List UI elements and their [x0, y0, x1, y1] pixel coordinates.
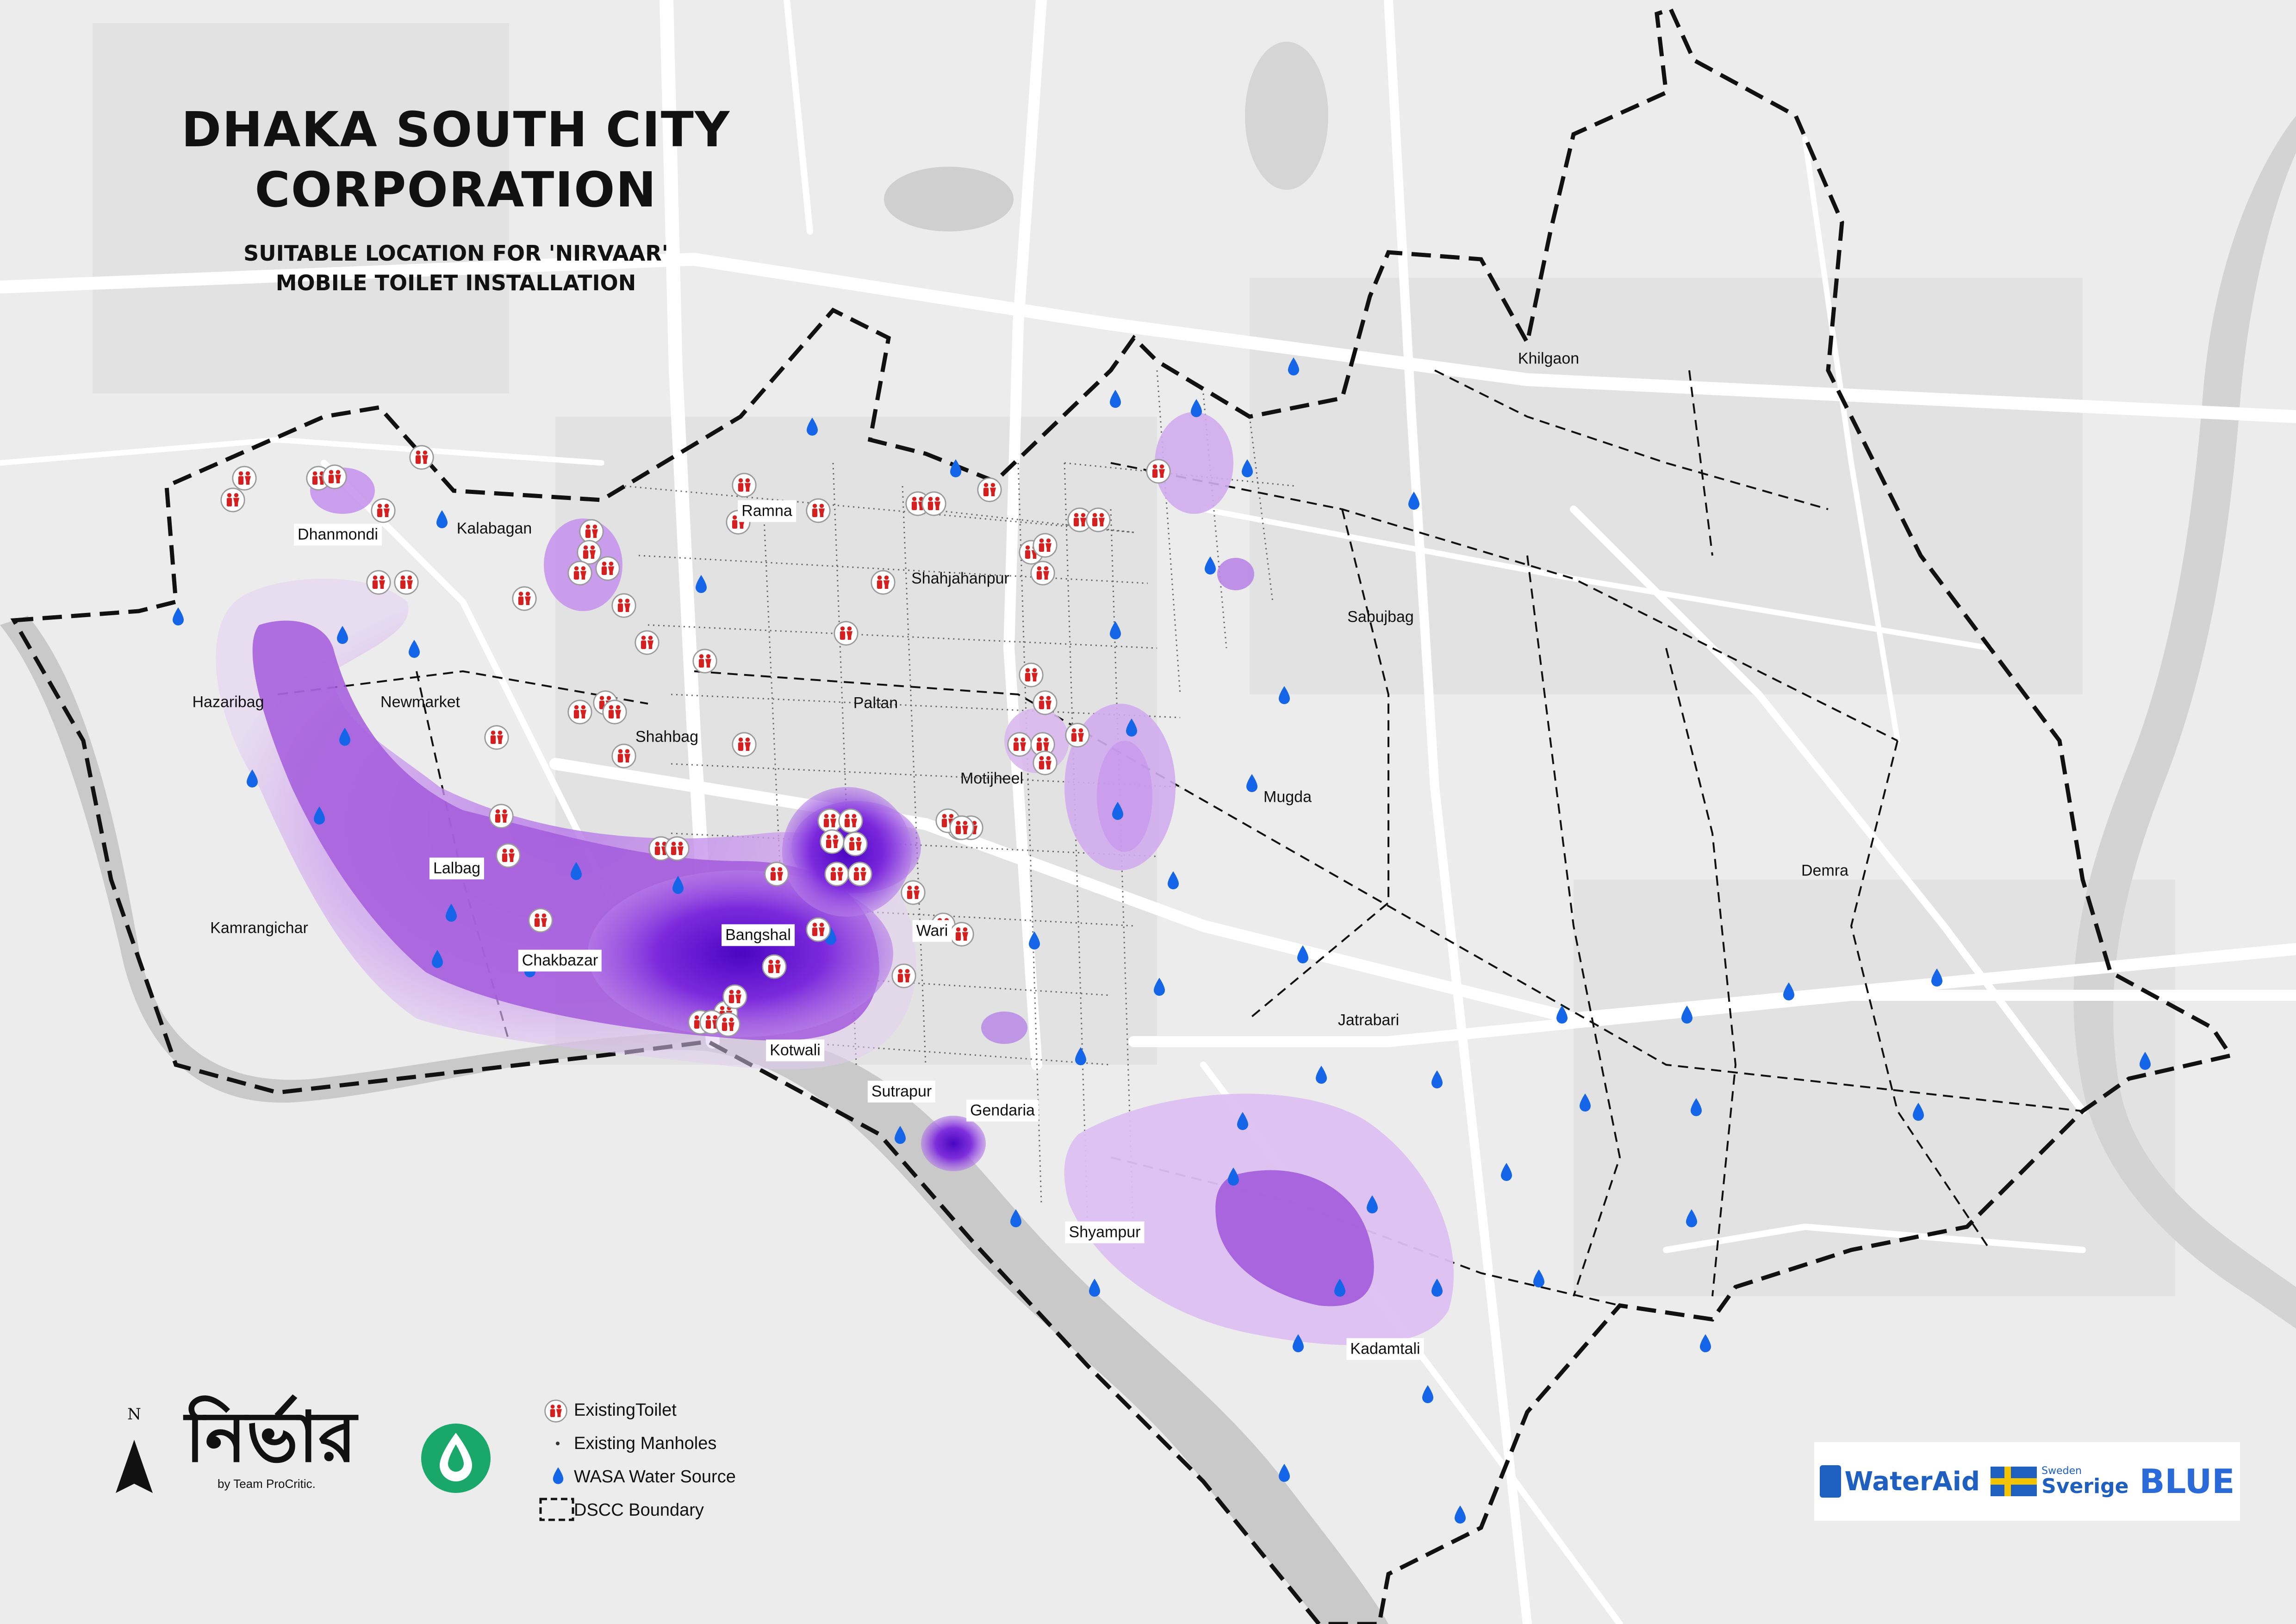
- heatmap-clusters: [216, 412, 1454, 1345]
- legend-label: DSCC Boundary: [574, 1500, 704, 1520]
- legend-row-boundary: DSCC Boundary: [537, 1493, 736, 1527]
- area-label-hazaribag: Hazaribag: [192, 693, 264, 711]
- partner-sverige: Sverige: [2041, 1474, 2129, 1498]
- map-subtitle: SUITABLE LOCATION FOR 'NIRVAAR' MOBILE T…: [213, 238, 699, 298]
- map-legend: ExistingToilet Existing Manholes WASA Wa…: [537, 1393, 736, 1527]
- area-label-bangshal: Bangshal: [722, 924, 795, 946]
- brand-name: নির্ভার: [185, 1397, 357, 1478]
- partner-blue: BLUE: [2139, 1462, 2235, 1501]
- area-label-sutrapur: Sutrapur: [867, 1081, 936, 1103]
- area-label-dhanmondi: Dhanmondi: [294, 524, 382, 546]
- area-label-kamrangichar: Kamrangichar: [210, 919, 308, 937]
- area-label-lalbag: Lalbag: [429, 857, 485, 880]
- area-label-gendaria: Gendaria: [966, 1099, 1039, 1122]
- area-label-wari: Wari: [912, 920, 952, 942]
- area-label-kalabagan: Kalabagan: [456, 519, 532, 537]
- water-drop-icon: [537, 1463, 574, 1491]
- area-label-kotwali: Kotwali: [766, 1039, 824, 1062]
- partner-logos: WaterAid Sweden Sverige BLUE: [1814, 1442, 2240, 1521]
- north-indicator: N: [111, 1405, 157, 1424]
- legend-row-water: WASA Water Source: [537, 1460, 736, 1493]
- map-subtitle-line1: SUITABLE LOCATION FOR 'NIRVAAR': [243, 241, 668, 266]
- nirvaar-brand: নির্ভার by Team ProCritic.: [185, 1403, 356, 1491]
- area-label-chakbazar: Chakbazar: [518, 949, 602, 972]
- area-label-shyampur: Shyampur: [1065, 1221, 1145, 1243]
- legend-symbols: [539, 1399, 574, 1521]
- wateraid-logo: WaterAid: [1819, 1465, 1980, 1498]
- brand-by-line: by Team ProCritic.: [218, 1477, 316, 1491]
- map-title-line2: CORPORATION: [255, 162, 657, 218]
- sweden-logo: Sweden Sverige: [1991, 1465, 2129, 1498]
- area-label-sabujbag: Sabujbag: [1347, 608, 1414, 626]
- river-east: [2073, 116, 2296, 1329]
- area-label-ramna: Ramna: [738, 500, 796, 522]
- dashed-box-icon: [537, 1496, 574, 1524]
- north-letter: N: [127, 1405, 141, 1424]
- area-label-demra: Demra: [1801, 862, 1849, 880]
- area-label-shahjahanpur: Shahjahanpur: [911, 569, 1009, 587]
- legend-label: Existing Manholes: [574, 1433, 717, 1453]
- swedish-flag-icon: [1991, 1467, 2037, 1496]
- north-arrow-icon: [116, 1440, 153, 1493]
- area-label-shahbag: Shahbag: [635, 728, 699, 746]
- area-label-newmarket: Newmarket: [380, 693, 460, 711]
- map-title: DHAKA SOUTH CITY CORPORATION: [167, 100, 745, 220]
- wateraid-drop-icon: [1819, 1465, 1841, 1498]
- area-label-paltan: Paltan: [853, 694, 898, 712]
- area-label-motijheel: Motijheel: [960, 769, 1024, 787]
- toilet-icon: [537, 1396, 574, 1424]
- manhole-dot-icon: [537, 1430, 574, 1457]
- river: [0, 616, 1388, 1624]
- area-label-khilgaon: Khilgaon: [1518, 350, 1580, 368]
- procritic-logo-icon: [421, 1424, 491, 1493]
- area-label-mugda: Mugda: [1263, 788, 1312, 806]
- map-title-line1: DHAKA SOUTH CITY: [181, 101, 731, 158]
- legend-label: ExistingToilet: [574, 1400, 677, 1420]
- legend-row-toilet: ExistingToilet: [537, 1393, 736, 1427]
- partner-sweden: Sweden: [2041, 1465, 2082, 1477]
- map-subtitle-line2: MOBILE TOILET INSTALLATION: [275, 270, 636, 295]
- area-label-kadamtali: Kadamtali: [1346, 1338, 1424, 1360]
- dscc-boundary: [10, 6, 2234, 1624]
- legend-label: WASA Water Source: [574, 1467, 736, 1487]
- area-label-jatrabari: Jatrabari: [1338, 1011, 1400, 1029]
- legend-row-manholes: Existing Manholes: [537, 1427, 736, 1460]
- partner-wateraid: WaterAid: [1844, 1466, 1980, 1497]
